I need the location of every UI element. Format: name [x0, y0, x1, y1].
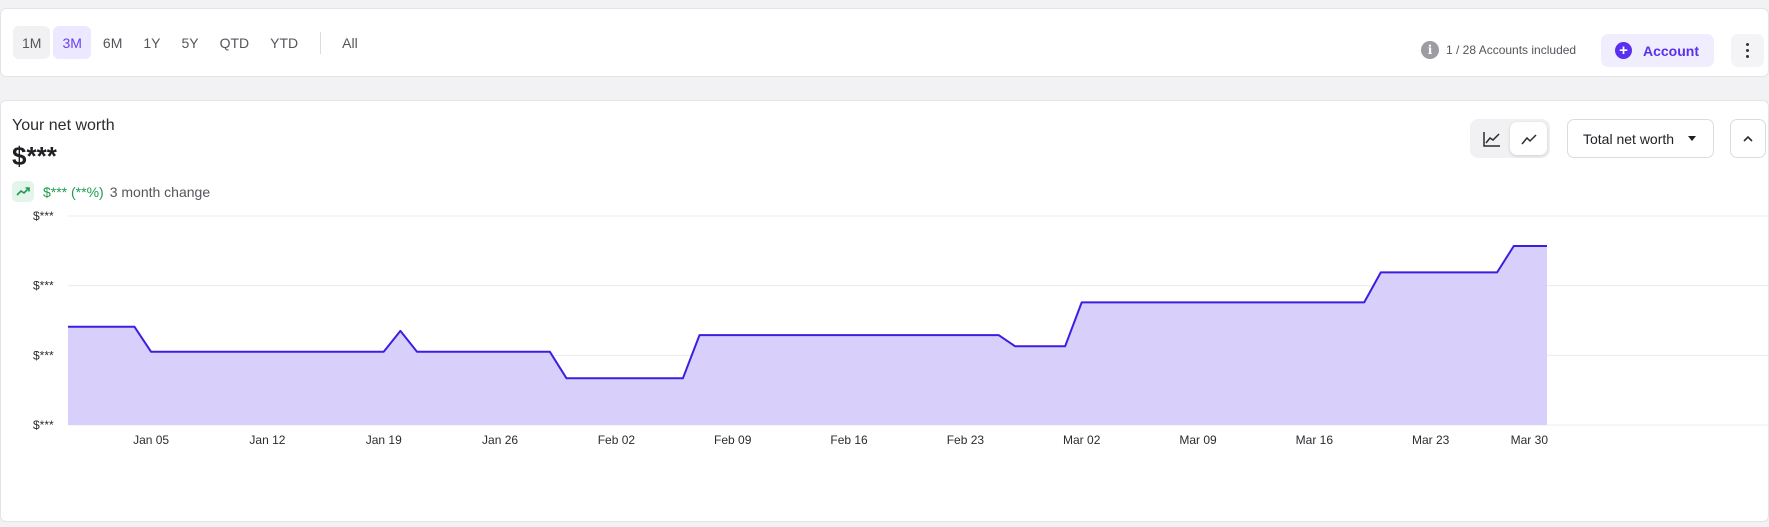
- range-selector: 1M 3M 6M 1Y 5Y QTD YTD All: [13, 26, 370, 59]
- x-tick-label: Mar 02: [1063, 433, 1101, 447]
- x-tick-label: Feb 02: [598, 433, 636, 447]
- x-tick-label: Feb 16: [830, 433, 868, 447]
- x-tick-label: Mar 09: [1179, 433, 1217, 447]
- net-worth-card: Your net worth $*** $*** (**%) 3 month c…: [0, 100, 1769, 522]
- net-worth-line: [68, 245, 1547, 380]
- networth-view-label: Total net worth: [1583, 130, 1675, 147]
- kebab-icon: [1746, 43, 1749, 47]
- collapse-chart-button[interactable]: [1730, 119, 1766, 158]
- x-tick-label: Mar 23: [1412, 433, 1450, 447]
- net-worth-title: Your net worth: [12, 117, 115, 134]
- kebab-dot: [1746, 49, 1749, 52]
- range-qtd-button[interactable]: QTD: [219, 34, 250, 51]
- kebab-dot: [1746, 54, 1749, 58]
- info-icon: i: [1421, 41, 1439, 59]
- line-chart-axis-toggle[interactable]: [1473, 122, 1510, 155]
- caret-down-icon: [1688, 136, 1697, 141]
- plus-circle-icon: +: [1615, 42, 1632, 59]
- range-ytd-button[interactable]: YTD: [270, 34, 299, 51]
- more-options-button[interactable]: [1731, 34, 1764, 67]
- range-all-button[interactable]: All: [342, 34, 358, 51]
- chevron-up-icon: [1743, 135, 1753, 142]
- x-tick-label: Jan 05: [133, 433, 169, 447]
- range-6m-button[interactable]: 6M: [102, 34, 123, 51]
- range-1m-button[interactable]: 1M: [13, 26, 51, 59]
- change-value: $*** (**%): [43, 183, 104, 200]
- add-account-button[interactable]: + Account: [1601, 34, 1714, 67]
- add-account-label: Account: [1643, 42, 1699, 59]
- net-worth-change: $*** (**%) 3 month change: [12, 181, 210, 202]
- y-tick-label: $***: [33, 279, 54, 293]
- networth-view-select[interactable]: Total net worth: [1567, 119, 1714, 158]
- x-tick-label: Mar 16: [1296, 433, 1334, 447]
- time-range-toolbar: 1M 3M 6M 1Y 5Y QTD YTD All i 1 / 28 Acco…: [0, 8, 1769, 77]
- net-worth-value: $***: [12, 141, 57, 171]
- accounts-included-info[interactable]: i 1 / 28 Accounts included: [1421, 41, 1576, 59]
- trend-up-icon: [12, 181, 34, 202]
- range-5y-button[interactable]: 5Y: [181, 34, 199, 51]
- trend-line-icon: [1520, 133, 1537, 144]
- range-1y-button[interactable]: 1Y: [143, 34, 161, 51]
- y-tick-label: $***: [33, 348, 54, 362]
- chart-type-toggle: [1470, 119, 1550, 158]
- x-tick-label: Feb 23: [947, 433, 985, 447]
- range-3m-button[interactable]: 3M: [53, 26, 91, 59]
- net-worth-chart: $*** $*** $*** $*** Jan 05 Jan 12 Jan 19 Jan 26…: [33, 209, 1768, 447]
- line-chart-axis-icon: [1482, 131, 1500, 147]
- trend-line-toggle[interactable]: [1510, 122, 1547, 155]
- y-tick-label: $***: [33, 418, 54, 432]
- x-tick-label: Mar 30: [1511, 433, 1549, 447]
- accounts-included-text: 1 / 28 Accounts included: [1446, 43, 1577, 57]
- x-tick-label: Jan 26: [482, 433, 518, 447]
- y-tick-label: $***: [33, 209, 54, 223]
- x-tick-label: Jan 19: [366, 433, 402, 447]
- change-label: 3 month change: [109, 183, 211, 200]
- x-tick-label: Feb 09: [714, 433, 752, 447]
- range-divider: [320, 31, 322, 54]
- x-tick-label: Jan 12: [249, 433, 285, 447]
